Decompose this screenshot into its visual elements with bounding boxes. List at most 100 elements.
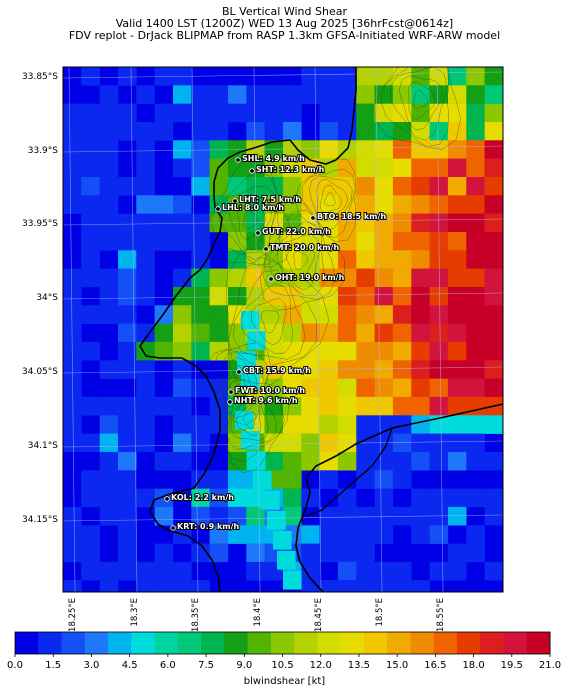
shear-cell: [81, 543, 100, 563]
shear-cell: [484, 140, 503, 159]
station-marker[interactable]: [164, 496, 170, 502]
shear-cell: [273, 531, 292, 550]
station-marker[interactable]: [235, 157, 241, 163]
station-lht[interactable]: LHT: 7.5 km/h: [232, 194, 302, 205]
shear-cell: [283, 451, 302, 471]
municipal-boundary: [305, 427, 393, 517]
shear-cell: [356, 67, 375, 86]
shear-cell: [99, 122, 119, 141]
station-cbt[interactable]: CBT: 15.9 km/h: [236, 365, 312, 376]
shear-cell: [63, 103, 82, 123]
shear-cell: [209, 287, 229, 306]
shear-cell: [118, 525, 137, 544]
shear-cell: [228, 506, 247, 526]
shear-cell: [228, 287, 247, 306]
colorbar-swatch: [61, 632, 86, 654]
contour-line: [225, 251, 330, 392]
shear-cell: [429, 268, 449, 288]
shear-cell: [81, 268, 100, 288]
shear-cell: [466, 158, 485, 178]
shear-cell: [246, 561, 265, 581]
shear-cell: [81, 561, 100, 581]
station-marker[interactable]: [263, 246, 269, 252]
station-label: LHT: 7.5 km/h: [239, 195, 301, 204]
shear-cell: [429, 525, 449, 544]
shear-cell: [447, 323, 467, 343]
station-bto[interactable]: BTO: 18.5 km/h: [310, 211, 387, 222]
longitude-label: 18.3°E: [130, 598, 140, 627]
shear-cell: [392, 305, 412, 324]
shear-cell: [191, 287, 210, 306]
shear-cell: [484, 561, 503, 581]
shear-cell: [429, 158, 449, 178]
shear-cell: [136, 378, 155, 398]
colorbar-tick-label: 7.5: [198, 660, 214, 671]
shear-cell: [447, 140, 467, 159]
shear-cell: [99, 232, 119, 251]
shear-cell: [81, 433, 100, 453]
longitude-line: [130, 67, 138, 592]
station-fwt[interactable]: FWT: 10.0 km/h: [228, 385, 306, 396]
shear-cell: [337, 415, 357, 434]
shear-cell: [99, 305, 119, 324]
latitude-label: 33.85°S: [22, 72, 58, 82]
shear-cell: [264, 396, 284, 416]
shear-cell: [173, 580, 192, 592]
shear-cell: [247, 451, 266, 470]
shear-cell: [81, 525, 100, 544]
contour-line: [316, 179, 348, 222]
shear-cell: [118, 506, 137, 526]
shear-cell: [118, 232, 137, 251]
station-marker[interactable]: [227, 399, 233, 405]
station-marker[interactable]: [236, 369, 242, 375]
shear-cell: [63, 433, 82, 453]
station-marker[interactable]: [170, 525, 176, 531]
shear-cell: [429, 506, 449, 526]
station-marker[interactable]: [268, 276, 274, 282]
shear-cell: [81, 158, 100, 178]
shear-cell: [228, 488, 247, 508]
station-marker[interactable]: [249, 168, 255, 174]
station-marker[interactable]: [310, 215, 316, 221]
contour-line: [398, 75, 443, 131]
station-tmt[interactable]: TMT: 20.0 km/h: [263, 242, 341, 253]
shear-cell: [209, 543, 229, 563]
station-marker[interactable]: [215, 206, 221, 212]
shear-cell: [154, 580, 174, 592]
shear-cell: [374, 158, 394, 178]
shear-cell: [99, 195, 119, 214]
shear-cell: [337, 85, 357, 104]
station-oht[interactable]: OHT: 19.0 km/h: [268, 272, 346, 283]
shear-cell: [337, 341, 357, 361]
station-nht[interactable]: NHT: 9.6 km/h: [227, 395, 299, 406]
shear-cell: [209, 103, 229, 123]
station-marker[interactable]: [255, 230, 261, 236]
colorbar-swatch: [410, 632, 435, 654]
colorbar-swatch: [433, 632, 458, 654]
shear-cell: [301, 140, 320, 159]
station-gut[interactable]: GUT: 22.0 km/h: [255, 226, 332, 237]
shear-cell: [173, 85, 192, 104]
shear-cell: [374, 195, 394, 214]
shear-cell: [337, 488, 357, 508]
shear-cell: [246, 488, 265, 508]
station-lhl[interactable]: LHL: 8.0 km/h: [215, 202, 285, 213]
station-marker[interactable]: [228, 389, 234, 395]
station-sht[interactable]: SHT: 12.3 km/h: [249, 164, 326, 175]
shear-cell: [429, 177, 449, 196]
station-shl[interactable]: SHL: 4.9 km/h: [235, 153, 306, 164]
shear-cell: [374, 232, 394, 251]
shear-cell: [118, 561, 137, 581]
shear-cell: [466, 213, 485, 233]
shear-cell: [374, 341, 394, 361]
shear-cell: [319, 213, 339, 233]
station-kol[interactable]: KOL: 2.2 km/h: [164, 492, 235, 503]
shear-cell: [264, 433, 284, 453]
shear-cell: [337, 543, 357, 563]
shear-cell: [337, 67, 357, 86]
station-marker[interactable]: [232, 198, 238, 204]
latitude-line: [63, 366, 503, 374]
station-krt[interactable]: KRT: 0.9 km/h: [170, 521, 241, 532]
contour-line: [213, 377, 290, 474]
colorbar-tick-label: 1.5: [45, 660, 61, 671]
